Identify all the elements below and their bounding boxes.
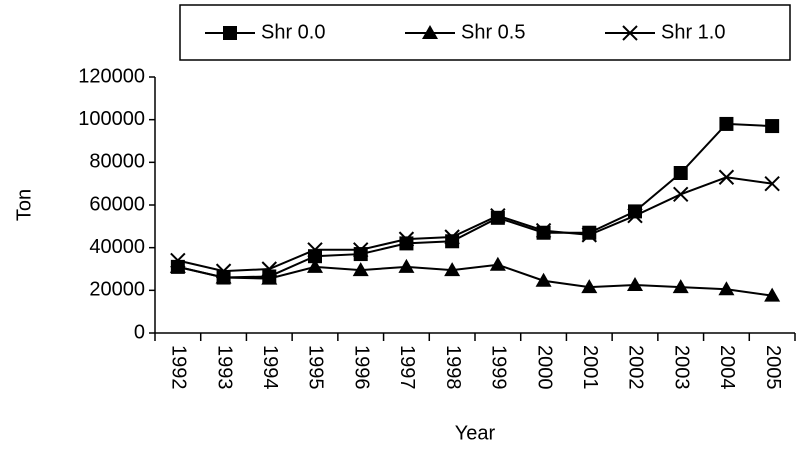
marker <box>261 270 278 285</box>
x-tick-label: 2005 <box>762 345 784 390</box>
marker <box>398 231 415 247</box>
y-tick-label: 40000 <box>89 236 145 258</box>
marker <box>581 279 598 294</box>
x-tick-label: 2004 <box>716 345 738 390</box>
legend-label: Shr 0.0 <box>261 21 325 43</box>
marker <box>718 281 735 296</box>
marker <box>718 169 735 185</box>
marker <box>719 116 734 131</box>
marker <box>490 207 506 224</box>
marker <box>444 262 461 277</box>
marker <box>673 166 688 180</box>
x-tick-label: 2002 <box>625 345 647 390</box>
marker <box>627 207 643 224</box>
y-tick-label: 60000 <box>89 193 145 215</box>
x-tick-label: 1998 <box>442 345 464 390</box>
x-tick-label: 1999 <box>488 345 510 390</box>
marker <box>673 186 689 203</box>
marker <box>352 262 369 277</box>
marker <box>398 258 415 273</box>
series-line <box>177 263 773 297</box>
x-tick-label: 2000 <box>533 345 555 390</box>
y-axis-title: Ton <box>13 189 35 221</box>
marker <box>223 26 237 40</box>
marker <box>535 272 552 287</box>
x-tick-label: 1995 <box>305 345 327 390</box>
y-tick-label: 100000 <box>78 108 145 130</box>
x-tick-label: 1994 <box>259 345 281 390</box>
marker <box>307 258 323 273</box>
series-line <box>177 122 773 279</box>
legend-label: Shr 1.0 <box>661 21 725 43</box>
legend-label: Shr 0.5 <box>461 21 525 43</box>
y-tick-label: 0 <box>134 321 145 343</box>
x-axis-title: Year <box>455 422 496 444</box>
marker <box>444 229 460 245</box>
series-line <box>177 176 773 273</box>
marker <box>581 227 597 243</box>
marker <box>261 261 277 277</box>
marker <box>765 119 780 134</box>
y-tick-label: 120000 <box>78 65 145 87</box>
marker <box>215 263 232 279</box>
marker <box>622 25 638 41</box>
y-tick-label: 20000 <box>89 279 145 301</box>
marker <box>215 269 232 284</box>
marker <box>535 222 552 239</box>
marker <box>764 287 781 302</box>
marker <box>489 256 506 271</box>
marker <box>490 210 505 225</box>
marker <box>353 242 369 258</box>
marker <box>536 225 551 240</box>
marker <box>170 252 186 269</box>
marker <box>169 258 186 273</box>
marker <box>582 225 597 240</box>
y-tick-label: 80000 <box>89 151 145 173</box>
x-tick-label: 2001 <box>579 345 601 390</box>
marker <box>627 277 643 291</box>
x-tick-label: 1996 <box>350 345 372 390</box>
x-tick-label: 1993 <box>213 345 235 390</box>
x-tick-label: 1992 <box>168 345 190 390</box>
x-tick-label: 1997 <box>396 345 418 390</box>
marker <box>672 279 689 294</box>
marker <box>307 242 323 258</box>
legend-box <box>179 4 791 61</box>
marker <box>764 175 780 192</box>
marker <box>422 25 438 39</box>
x-tick-label: 2003 <box>670 345 692 390</box>
